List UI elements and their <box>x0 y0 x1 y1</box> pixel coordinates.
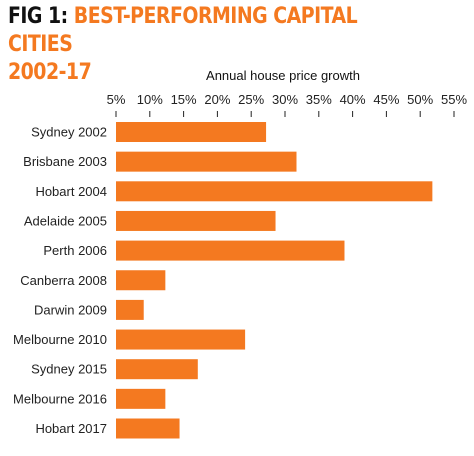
bar <box>116 210 276 231</box>
category-label: Melbourne 2010 <box>13 332 107 347</box>
category-label: Canberra 2008 <box>20 273 107 288</box>
x-axis-title: Annual house price growth <box>206 68 360 83</box>
chart-subtitle: 2002-17 <box>8 60 92 85</box>
x-tick-label: 40% <box>340 92 366 107</box>
x-axis-ticks: 5% 10% 15% 20% 25% 30% 35% 40% 45% 50% 55% <box>107 92 467 117</box>
category-label: Adelaide 2005 <box>24 213 107 228</box>
category-label: Sydney 2015 <box>31 362 107 377</box>
category-label: Hobart 2004 <box>35 184 107 199</box>
x-tick-label: 15% <box>171 92 197 107</box>
category-label: Sydney 2002 <box>31 125 107 140</box>
figure-title: FIG 1: BEST-PERFORMING CAPITAL CITIES 20… <box>8 3 405 87</box>
bar <box>116 270 166 291</box>
x-tick-label: 10% <box>137 92 163 107</box>
x-tick-label: 45% <box>373 92 399 107</box>
bar <box>116 240 345 261</box>
category-label: Perth 2006 <box>43 243 107 258</box>
x-tick-label: 5% <box>107 92 126 107</box>
x-tick-label: 25% <box>238 92 264 107</box>
category-label: Hobart 2017 <box>35 421 107 436</box>
x-tick-label: 50% <box>407 92 433 107</box>
bar <box>116 181 433 202</box>
bar <box>116 418 180 439</box>
bar <box>116 299 144 320</box>
category-labels: Sydney 2002 Brisbane 2003 Hobart 2004 Adela… <box>13 125 107 437</box>
category-label: Darwin 2009 <box>34 302 107 317</box>
category-label: Brisbane 2003 <box>23 154 107 169</box>
bars <box>116 122 433 439</box>
x-tick-label: 20% <box>204 92 230 107</box>
bar <box>116 388 166 409</box>
figure-label: FIG 1: <box>8 4 68 29</box>
bar <box>116 329 246 350</box>
bar <box>116 359 198 380</box>
x-tick-label: 30% <box>272 92 298 107</box>
bar <box>116 122 267 142</box>
bar <box>116 151 297 172</box>
chart-title: BEST-PERFORMING CAPITAL CITIES <box>8 4 358 57</box>
x-tick-label: 35% <box>306 92 332 107</box>
x-tick-label: 55% <box>441 92 467 107</box>
category-label: Melbourne 2016 <box>13 391 107 406</box>
